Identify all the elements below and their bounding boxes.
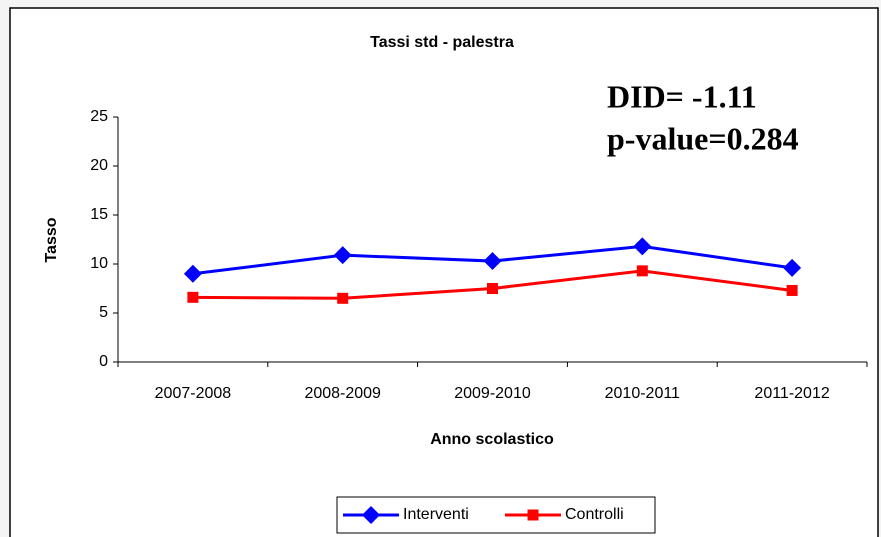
y-tick-label: 15 — [90, 206, 108, 223]
y-tick-label: 20 — [90, 157, 108, 174]
marker — [362, 506, 380, 524]
marker — [337, 292, 349, 304]
marker — [487, 283, 498, 294]
y-axis-label: Tasso — [43, 217, 60, 262]
y-tick-label: 25 — [90, 108, 108, 125]
marker — [786, 284, 798, 296]
chart-frame — [9, 7, 879, 537]
marker — [483, 252, 502, 271]
legend — [336, 496, 656, 534]
marker — [633, 237, 652, 256]
x-tick-label: 2009-2010 — [454, 385, 531, 402]
marker — [333, 246, 352, 265]
y-tick-label: 0 — [99, 353, 108, 370]
legend-label: Interventi — [403, 506, 469, 523]
x-tick-label: 2010-2011 — [605, 385, 680, 402]
x-tick-label: 2007-2008 — [155, 385, 232, 402]
annotation: p-value=0.284 — [607, 120, 799, 156]
y-tick-label: 5 — [99, 304, 108, 321]
x-tick-label: 2008-2009 — [304, 385, 381, 402]
legend-label: Controlli — [565, 506, 624, 523]
annotation: DID= -1.11 — [607, 78, 757, 114]
chart-title: Tassi std - palestra — [370, 34, 514, 51]
x-axis-label: Anno scolastico — [430, 431, 554, 448]
y-tick-label: 10 — [90, 255, 108, 272]
x-tick-label: 2011-2012 — [754, 385, 829, 402]
marker — [187, 291, 199, 303]
marker — [783, 258, 802, 277]
marker — [183, 264, 202, 283]
marker — [527, 509, 539, 521]
marker — [636, 265, 648, 277]
